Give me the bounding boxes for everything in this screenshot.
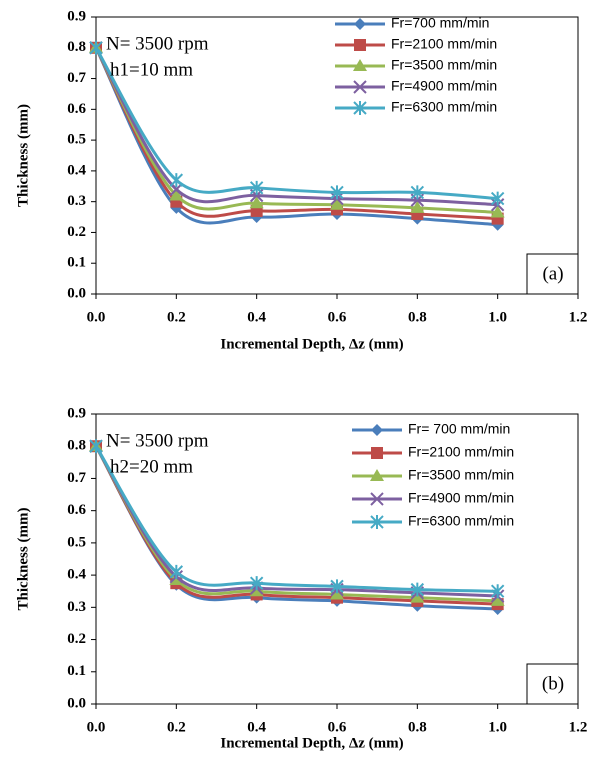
y-tick-label: 0.2	[67, 224, 86, 240]
x-tick-label: 0.4	[247, 719, 266, 735]
y-tick-label: 0.8	[67, 438, 86, 454]
panel-label: (a)	[542, 263, 563, 284]
chart: 0.0 0.1 0.2 0.3 0.4 0.5 0.6 0.7 0.8 0.9 0.0 0.2 0.4 0…	[15, 405, 587, 751]
marker	[410, 200, 425, 213]
y-tick-label: 0.4	[67, 567, 86, 583]
marker	[169, 173, 184, 188]
legend-label: Fr=6300 mm/min	[408, 513, 514, 529]
y-tick-label: 0.8	[67, 39, 86, 55]
marker	[410, 582, 425, 597]
legend-label: Fr=4900 mm/min	[408, 490, 514, 506]
x-tick-label: 0.0	[87, 719, 106, 735]
marker	[370, 515, 384, 529]
x-tick-label: 1.0	[488, 309, 507, 325]
x-tick-label: 0.2	[167, 309, 186, 325]
marker	[249, 196, 264, 209]
marker	[249, 576, 264, 591]
x-tick-label: 0.6	[328, 719, 347, 735]
x-tick-label: 1.2	[569, 309, 588, 325]
y-tick-label: 0.6	[67, 101, 86, 117]
y-tick-label: 0.7	[67, 470, 86, 486]
y-tick-label: 0.5	[67, 534, 86, 550]
y-tick-label: 0.0	[67, 695, 86, 711]
y-tick-label: 0.2	[67, 631, 86, 647]
panel-box	[526, 253, 579, 295]
annotation: h1=10 mm	[110, 59, 193, 80]
legend-label: Fr=3500 mm/min	[391, 57, 497, 73]
annotation: h2=20 mm	[110, 456, 193, 477]
y-tick-label: 0.3	[67, 599, 86, 615]
legend-label: Fr=3500 mm/min	[408, 467, 514, 483]
chart: 0.0 0.1 0.2 0.3 0.4 0.5 0.6 0.7 0.8 0.9 0.0 0.2 0.4 0…	[15, 8, 587, 352]
x-tick-label: 0.6	[328, 309, 347, 325]
marker	[89, 439, 103, 454]
marker	[354, 39, 366, 51]
y-tick-label: 0.1	[67, 663, 86, 679]
marker	[330, 579, 344, 594]
annotation: N= 3500 rpm	[106, 33, 209, 54]
marker	[330, 185, 344, 200]
marker	[89, 40, 103, 55]
marker	[330, 197, 344, 210]
marker	[353, 80, 367, 94]
x-axis-label: Incremental Depth, Δz (mm)	[220, 336, 403, 352]
legend-label: Fr=4900 mm/min	[391, 78, 497, 94]
marker	[490, 593, 505, 606]
marker	[410, 590, 425, 603]
marker	[249, 584, 264, 597]
panel-label: (b)	[542, 673, 564, 694]
x-tick-label: 1.0	[488, 719, 507, 735]
panel-box	[526, 663, 579, 705]
marker	[490, 584, 505, 599]
marker	[169, 564, 184, 579]
y-tick-label: 0.6	[67, 502, 86, 518]
y-tick-label: 0.0	[67, 285, 86, 301]
legend-label: Fr=700 mm/min	[391, 15, 489, 31]
y-axis-label: Thickness (mm)	[15, 104, 31, 207]
marker	[371, 447, 383, 459]
x-tick-label: 0.4	[247, 309, 266, 325]
y-tick-label: 0.5	[67, 132, 86, 148]
marker	[490, 191, 505, 206]
marker	[370, 492, 384, 506]
x-tick-label: 0.0	[87, 309, 106, 325]
y-axis-label: Thickness (mm)	[15, 508, 31, 611]
marker	[353, 59, 367, 71]
legend-label: Fr=6300 mm/min	[391, 99, 497, 115]
marker	[169, 572, 184, 585]
y-tick-label: 0.4	[67, 162, 86, 178]
x-tick-label: 0.2	[167, 719, 186, 735]
marker	[353, 101, 367, 115]
legend-label: Fr=2100 mm/min	[391, 36, 497, 52]
x-tick-label: 0.8	[408, 309, 427, 325]
marker	[169, 188, 184, 201]
x-tick-label: 1.2	[569, 719, 588, 735]
annotation: N= 3500 rpm	[106, 430, 209, 451]
x-axis-label: Incremental Depth, Δz (mm)	[220, 735, 403, 751]
marker	[330, 587, 344, 600]
y-tick-label: 0.3	[67, 193, 86, 209]
marker	[490, 205, 505, 218]
y-tick-label: 0.9	[67, 405, 86, 421]
y-tick-label: 0.7	[67, 70, 86, 86]
x-tick-label: 0.8	[408, 719, 427, 735]
marker	[354, 18, 366, 30]
y-tick-label: 0.9	[67, 8, 86, 24]
legend-label: Fr=2100 mm/min	[408, 444, 514, 460]
marker	[249, 180, 264, 195]
y-tick-label: 0.1	[67, 255, 86, 271]
marker	[371, 424, 383, 436]
marker	[370, 469, 384, 481]
marker	[410, 185, 425, 200]
legend-label: Fr= 700 mm/min	[408, 421, 510, 437]
